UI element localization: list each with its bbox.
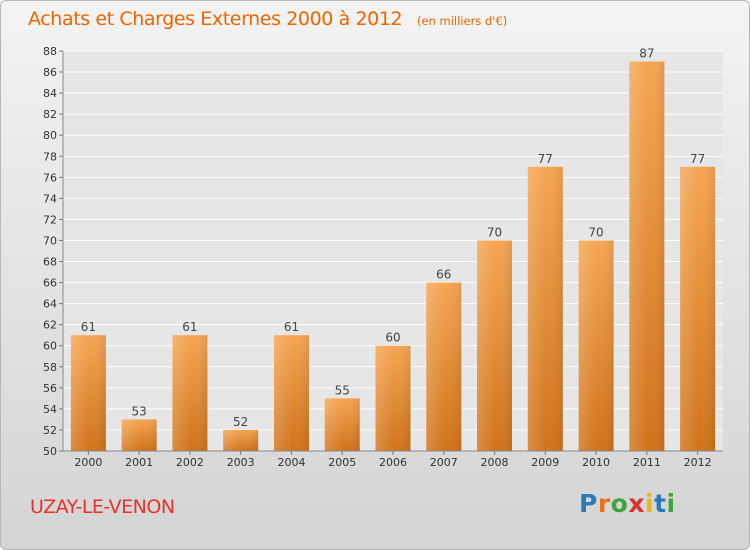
bar-shading <box>70 335 106 451</box>
data-label-2011: 87 <box>639 47 654 61</box>
logo-letter: o <box>610 489 629 518</box>
data-label-2002: 61 <box>182 320 197 334</box>
data-label-2003: 52 <box>233 415 248 429</box>
place-name: UZAY-LE-VENON <box>30 496 175 518</box>
y-tick-label: 84 <box>43 87 57 100</box>
chart-title: Achats et Charges Externes 2000 à 2012 <box>28 8 403 30</box>
x-tick-label: 2007 <box>430 456 458 469</box>
x-tick-label: 2000 <box>74 456 102 469</box>
x-tick-label: 2005 <box>328 456 356 469</box>
y-tick-label: 78 <box>43 150 57 163</box>
chart-unit: (en milliers d'€) <box>417 14 508 28</box>
y-tick-label: 68 <box>43 256 57 269</box>
y-tick-label: 52 <box>43 424 57 437</box>
y-tick-label: 56 <box>43 382 57 395</box>
y-tick-label: 50 <box>43 445 57 458</box>
proxiti-logo: Proxiti <box>579 489 676 518</box>
bar-shading <box>273 335 309 451</box>
x-tick-label: 2010 <box>582 456 610 469</box>
data-label-2006: 60 <box>385 331 400 345</box>
y-tick-label: 74 <box>43 192 57 205</box>
bar-shading <box>527 166 563 451</box>
data-label-2008: 70 <box>487 225 502 239</box>
y-tick-label: 76 <box>43 171 57 184</box>
data-label-2005: 55 <box>335 383 350 397</box>
y-tick-label: 66 <box>43 277 57 290</box>
y-tick-label: 86 <box>43 66 57 79</box>
y-tick-label: 64 <box>43 298 57 311</box>
x-tick-label: 2003 <box>227 456 255 469</box>
y-tick-label: 62 <box>43 319 57 332</box>
x-tick-label: 2008 <box>481 456 509 469</box>
logo-letter: i <box>666 489 676 518</box>
y-tick-label: 82 <box>43 108 57 121</box>
bar-shading <box>578 240 614 451</box>
x-tick-label: 2011 <box>633 456 661 469</box>
x-tick-label: 2001 <box>125 456 153 469</box>
logo-letter: r <box>597 489 611 518</box>
y-tick-label: 72 <box>43 213 57 226</box>
bar-shading <box>629 61 665 452</box>
bar-shading <box>426 282 462 451</box>
bar-shading <box>477 240 513 451</box>
bar-shading <box>324 398 360 451</box>
x-tick-label: 2009 <box>531 456 559 469</box>
bar-shading <box>223 429 259 451</box>
x-tick-label: 2006 <box>379 456 407 469</box>
axes: 50 52 54 56 58 60 62 64 66 68 70 72 74 76 78 80 82 84 86 88… <box>43 45 723 469</box>
bar-shading <box>375 345 411 451</box>
logo-letter: i <box>645 489 655 518</box>
bar-shading <box>121 419 157 451</box>
data-label-2010: 70 <box>588 225 603 239</box>
data-label-2001: 53 <box>132 404 147 418</box>
x-tick-label: 2012 <box>684 456 712 469</box>
y-tick-label: 70 <box>43 234 57 247</box>
y-tick-label: 88 <box>43 45 57 58</box>
data-label-2012: 77 <box>690 152 705 166</box>
y-tick-label: 80 <box>43 129 57 142</box>
bars: 61 53 61 52 61 55 60 66 70 77 70 87 77 <box>70 47 716 452</box>
y-tick-label: 54 <box>43 403 57 416</box>
data-label-2004: 61 <box>284 320 299 334</box>
logo-letter: t <box>654 489 667 518</box>
bar-shading <box>172 335 208 451</box>
y-tick-label: 58 <box>43 361 57 374</box>
bar-shading <box>680 166 716 451</box>
x-tick-label: 2002 <box>176 456 204 469</box>
y-tick-label: 60 <box>43 340 57 353</box>
data-label-2007: 66 <box>436 268 451 282</box>
data-label-2009: 77 <box>538 152 553 166</box>
x-tick-label: 2004 <box>277 456 305 469</box>
logo-letter: x <box>628 489 645 518</box>
logo-letter: P <box>579 489 598 518</box>
data-label-2000: 61 <box>81 320 96 334</box>
